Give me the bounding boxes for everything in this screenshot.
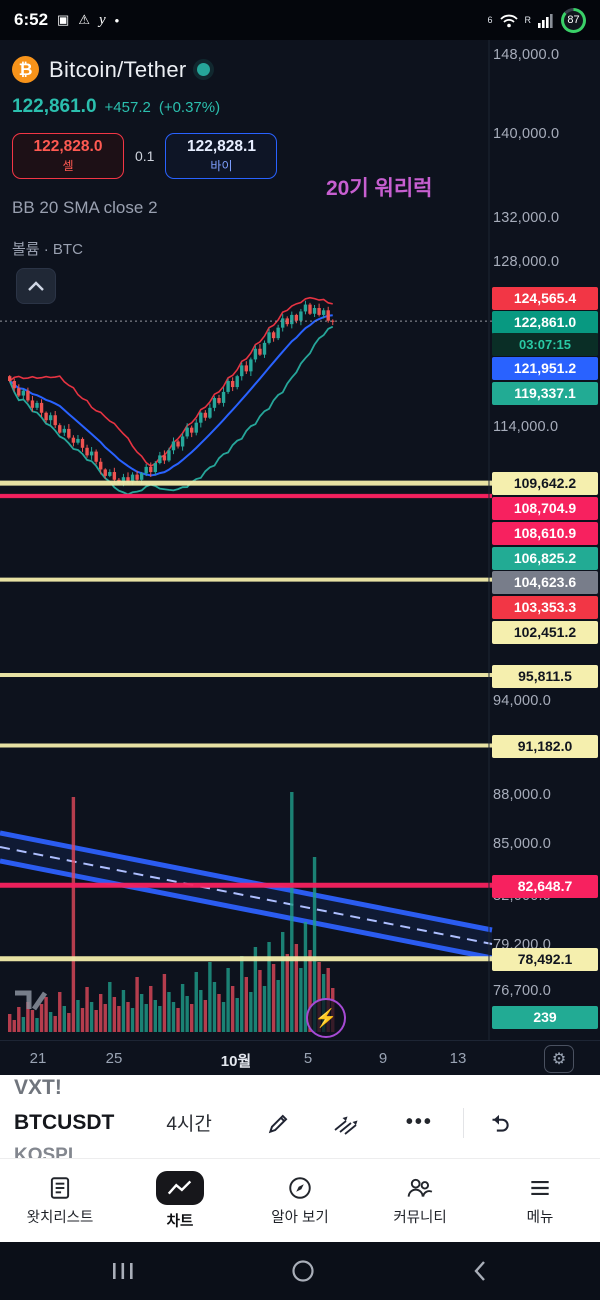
price-badge: 03:07:15: [492, 332, 598, 356]
price-change-pct: (+0.37%): [158, 99, 221, 116]
more-options-button[interactable]: •••: [405, 1111, 433, 1133]
nav-watchlist[interactable]: 왓치리스트: [0, 1159, 120, 1243]
notification-dot-icon: •: [114, 12, 120, 28]
price-badge: 95,811.5: [492, 664, 598, 688]
axis-tick: 128,000.0: [493, 253, 560, 270]
app-notification-icon: y: [98, 11, 106, 28]
time-tick: 10월: [220, 1053, 252, 1070]
back-chevron-icon: [474, 1261, 485, 1281]
price-badge: 91,182.0: [492, 734, 598, 758]
nav-explore[interactable]: 알아 보기: [240, 1159, 360, 1243]
watchlist-icon: [50, 1177, 70, 1199]
price-change: +457.2: [104, 99, 151, 116]
signal-icon: [538, 13, 553, 28]
bollinger-indicator-label[interactable]: BB 20 SMA close 2: [12, 198, 158, 217]
axis-tick: 94,000.0: [493, 693, 552, 710]
active-tab-pill: [156, 1171, 204, 1205]
price-badge: 102,451.2: [492, 620, 598, 644]
forecast-lines-icon: [334, 1116, 358, 1135]
gear-icon: ⚙: [551, 1051, 567, 1068]
warning-icon: ⚠: [78, 12, 90, 27]
spread-value: 0.1: [135, 148, 155, 164]
chart-toolbar: BTCUSDT 4시간 •••: [0, 1100, 600, 1145]
chevron-up-icon: [28, 281, 44, 291]
bottom-navigation: 왓치리스트 차트 알아 보기 커뮤니티 메뉴: [0, 1158, 600, 1243]
price-badge: 119,337.1: [492, 381, 598, 405]
bitcoin-logo-icon: ₿: [12, 56, 39, 83]
market-open-dot: [196, 63, 210, 76]
nav-community[interactable]: 커뮤니티: [360, 1159, 480, 1243]
nav-menu[interactable]: 메뉴: [480, 1159, 600, 1243]
price-badge: 124,565.4: [492, 286, 598, 310]
price-badge: 108,610.9: [492, 521, 598, 545]
recents-icon: [113, 1263, 133, 1279]
axis-tick: 132,000.0: [493, 210, 560, 227]
time-tick: 13: [449, 1050, 467, 1067]
chart-section: 148,000.0 140,000.0 132,000.0 128,000.0 114,…: [0, 40, 600, 1040]
android-navigation-bar: [0, 1242, 600, 1300]
undo-arrow-icon: [492, 1114, 509, 1132]
time-tick: 5: [303, 1050, 313, 1067]
compass-icon: [289, 1177, 311, 1199]
price-badge: 106,825.2: [492, 546, 598, 570]
last-price: 122,861.0: [12, 96, 97, 117]
time-tick: 9: [378, 1050, 388, 1067]
price-badge: 108,704.9: [492, 496, 598, 520]
axis-tick: 140,000.0: [493, 126, 560, 143]
clock: 6:52: [14, 10, 49, 29]
people-icon: [407, 1178, 433, 1197]
home-button[interactable]: [291, 1259, 315, 1283]
time-tick: 21: [29, 1050, 47, 1067]
home-circle-icon: [292, 1260, 314, 1282]
price-badge: 78,492.1: [492, 947, 598, 971]
roaming-label: R: [524, 15, 532, 25]
indicators-button[interactable]: [332, 1110, 360, 1136]
draw-button[interactable]: [266, 1110, 292, 1136]
hamburger-icon: [531, 1180, 549, 1196]
lower-panel: VXT! BTCUSDT 4시간 ••• K: [0, 1075, 600, 1158]
interval-button[interactable]: 4시간: [166, 1114, 212, 1135]
screenshot-icon: ▣: [57, 12, 70, 27]
axis-tick: 148,000.0: [493, 47, 560, 64]
price-badge: 109,642.2: [492, 471, 598, 495]
chart-settings-button[interactable]: ⚙: [544, 1045, 574, 1073]
price-badge: 104,623.6: [492, 570, 598, 594]
tradingview-logo[interactable]: [12, 988, 50, 1017]
status-bar: 6:52 ▣ ⚠ y • 6 R 87: [0, 0, 600, 40]
chart-icon: [167, 1180, 192, 1195]
buy-button[interactable]: 122,828.1 바이: [165, 133, 278, 179]
undo-button[interactable]: [486, 1111, 512, 1135]
price-badge: 122,861.0: [492, 310, 598, 334]
price-badge: 82,648.7: [492, 874, 598, 898]
axis-tick: 85,000.0: [493, 836, 552, 853]
time-tick: 25: [105, 1050, 123, 1067]
price-badge: 239: [492, 1005, 598, 1029]
axis-tick: 76,700.0: [493, 982, 552, 999]
price-chart[interactable]: [0, 40, 600, 1040]
chart-text-annotation[interactable]: 20기 워리럭: [326, 177, 433, 200]
wifi-6-label: 6: [487, 15, 493, 25]
sell-button[interactable]: 122,828.0 셀: [12, 133, 124, 179]
price-badge: 121,951.2: [492, 356, 598, 380]
axis-tick: 88,000.0: [493, 787, 552, 803]
watchlist-row-partial[interactable]: VXT!: [14, 1076, 62, 1099]
collapse-legend-button[interactable]: [16, 268, 56, 304]
battery-indicator: 87: [561, 7, 586, 33]
recents-button[interactable]: [112, 1261, 134, 1281]
symbol-button[interactable]: BTCUSDT: [14, 1110, 115, 1134]
back-button[interactable]: [472, 1259, 488, 1283]
watchlist-row-partial-2[interactable]: KOSPI: [14, 1145, 74, 1158]
time-axis[interactable]: 21 25 10월 5 9 13 ⚙: [0, 1040, 600, 1076]
pencil-icon: [268, 1114, 288, 1133]
axis-tick: 114,000.0: [493, 418, 559, 435]
quick-trade-lightning-button[interactable]: ⚡: [306, 998, 346, 1038]
nav-chart[interactable]: 차트: [120, 1159, 240, 1243]
symbol-title[interactable]: Bitcoin/Tether: [49, 56, 187, 82]
volume-indicator-label[interactable]: 볼륨 · BTC: [12, 241, 83, 258]
toolbar-divider: [462, 1107, 464, 1138]
wifi-icon: [499, 14, 518, 27]
price-badge: 103,353.3: [492, 595, 598, 619]
